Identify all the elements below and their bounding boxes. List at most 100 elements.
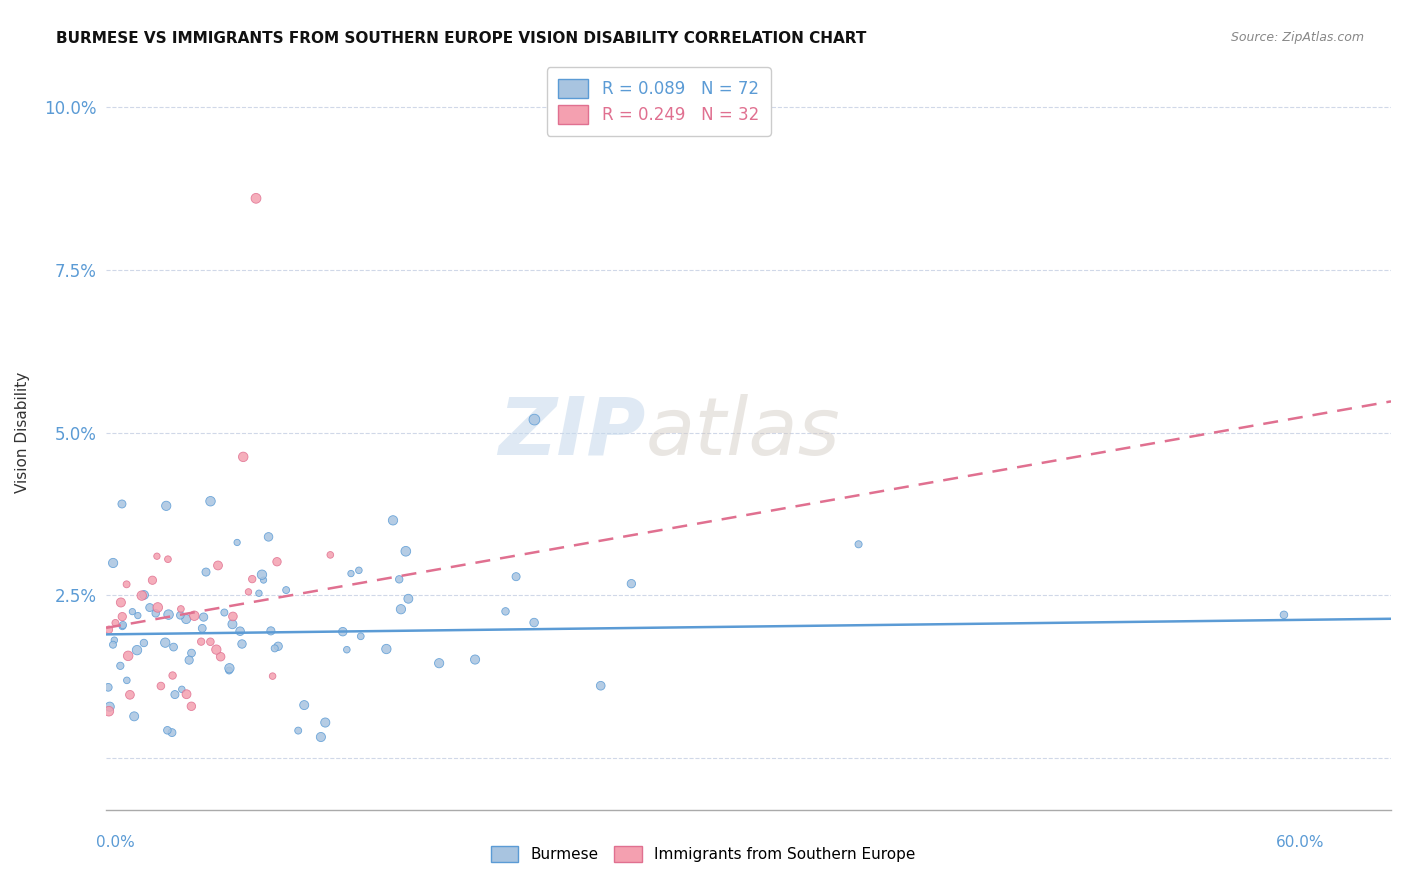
Point <box>132 588 155 602</box>
Point <box>257 530 280 544</box>
Point <box>149 679 172 693</box>
Point <box>389 602 412 616</box>
Point <box>382 513 405 527</box>
Point <box>396 591 419 606</box>
Point <box>218 661 240 675</box>
Point <box>118 688 141 702</box>
Point <box>122 709 145 723</box>
Point <box>155 499 177 513</box>
Point <box>523 412 546 426</box>
Point <box>179 653 201 667</box>
Point <box>115 577 138 591</box>
Point <box>193 610 215 624</box>
Point <box>495 604 517 618</box>
Point <box>174 612 197 626</box>
Text: 0.0%: 0.0% <box>96 836 135 850</box>
Point <box>111 618 134 632</box>
Point <box>110 595 132 609</box>
Point <box>131 589 153 603</box>
Y-axis label: Vision Disability: Vision Disability <box>15 372 30 493</box>
Point <box>160 725 183 739</box>
Point <box>169 608 191 623</box>
Point <box>263 641 285 656</box>
Text: ZIP: ZIP <box>498 393 645 472</box>
Legend: R = 0.089   N = 72, R = 0.249   N = 32: R = 0.089 N = 72, R = 0.249 N = 32 <box>547 67 770 136</box>
Text: atlas: atlas <box>645 393 841 472</box>
Point <box>200 634 222 648</box>
Point <box>252 573 274 587</box>
Point <box>110 658 132 673</box>
Point <box>170 602 193 616</box>
Point <box>336 642 359 657</box>
Point <box>111 619 134 633</box>
Point <box>523 615 546 630</box>
Point <box>157 607 180 622</box>
Point <box>218 664 240 678</box>
Point <box>240 572 263 586</box>
Point <box>132 636 155 650</box>
Point <box>155 635 177 649</box>
Point <box>340 566 363 581</box>
Point <box>111 609 134 624</box>
Point <box>101 556 124 570</box>
Point <box>121 605 143 619</box>
Point <box>209 649 232 664</box>
Point <box>314 715 336 730</box>
Point <box>97 623 120 637</box>
Point <box>276 583 298 598</box>
Point <box>180 699 202 714</box>
Point <box>287 723 309 738</box>
Point <box>464 652 486 666</box>
Point <box>260 624 283 638</box>
Point <box>146 549 169 564</box>
Point <box>146 600 169 615</box>
Point <box>170 682 193 697</box>
Point <box>111 497 134 511</box>
Point <box>141 573 163 587</box>
Point <box>226 535 249 549</box>
Point <box>127 608 149 623</box>
Point <box>347 563 370 577</box>
Point <box>238 585 260 599</box>
Point <box>104 615 127 630</box>
Point <box>156 723 179 738</box>
Point <box>848 537 870 551</box>
Point <box>229 624 252 639</box>
Point <box>103 633 125 648</box>
Point <box>350 629 373 643</box>
Point <box>205 642 228 657</box>
Point <box>125 643 148 657</box>
Point <box>309 730 332 744</box>
Point <box>162 640 184 654</box>
Point <box>162 668 184 682</box>
Point <box>231 637 253 651</box>
Point <box>138 600 160 615</box>
Point <box>332 624 354 639</box>
Point <box>267 640 290 654</box>
Point <box>115 673 138 688</box>
Point <box>1272 607 1295 622</box>
Point <box>589 679 612 693</box>
Point <box>221 617 243 632</box>
Point <box>505 569 527 583</box>
Point <box>97 681 120 695</box>
Point <box>101 638 124 652</box>
Point <box>176 687 198 701</box>
Point <box>250 567 273 582</box>
Point <box>207 558 229 573</box>
Point <box>183 608 205 623</box>
Point <box>190 634 212 648</box>
Point <box>388 572 411 586</box>
Point <box>262 669 284 683</box>
Point <box>375 642 398 657</box>
Point <box>247 586 270 600</box>
Point <box>156 552 179 566</box>
Text: 60.0%: 60.0% <box>1277 836 1324 850</box>
Point <box>195 565 218 579</box>
Point <box>97 704 120 718</box>
Point <box>266 555 288 569</box>
Point <box>163 688 186 702</box>
Point <box>180 646 202 660</box>
Point <box>98 699 121 714</box>
Text: BURMESE VS IMMIGRANTS FROM SOUTHERN EUROPE VISION DISABILITY CORRELATION CHART: BURMESE VS IMMIGRANTS FROM SOUTHERN EURO… <box>56 31 866 46</box>
